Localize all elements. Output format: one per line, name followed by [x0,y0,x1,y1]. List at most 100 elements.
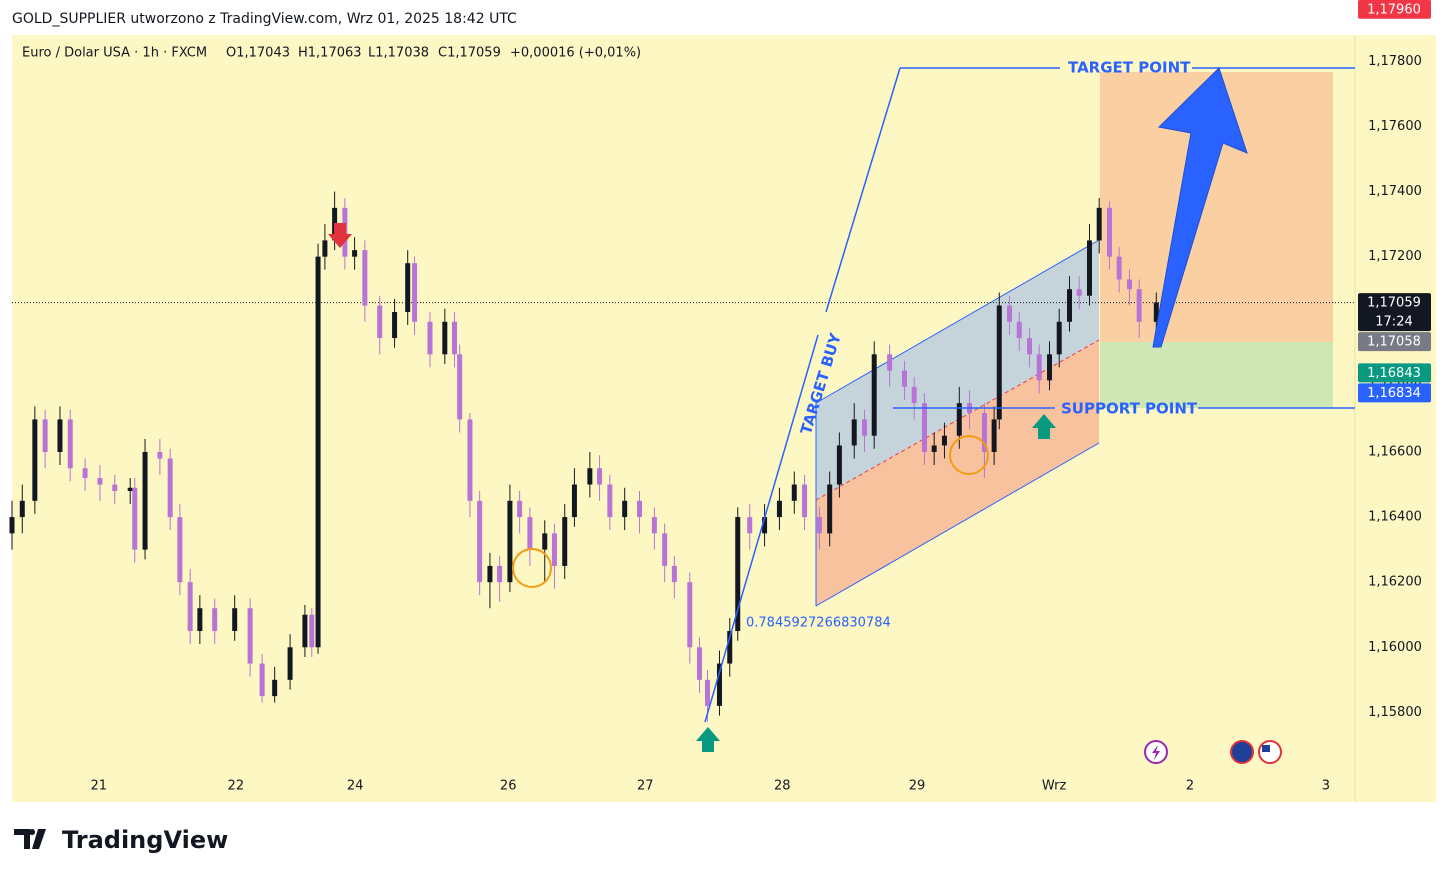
candle-body [167,458,173,518]
candle-body [851,419,857,446]
candle-body [981,412,987,452]
channel-bottom [815,442,1100,607]
symbol-legend: Euro / Dolar USA · 1h · FXCM O1,17043 H1,… [22,46,641,61]
target-buy-line [825,67,901,313]
price-label: 1,17960 [1367,2,1421,17]
channel-upper [816,240,1099,500]
candle-body [377,305,383,339]
candle-body [97,478,103,485]
candle-body [232,608,238,632]
candle-body [776,500,782,518]
price-label: 1,16843 [1367,366,1421,381]
candle-body [996,305,1002,420]
candle-body [362,250,368,306]
candle-body [187,582,193,632]
candle-body [9,517,15,534]
candle-body [1036,354,1042,381]
candle-body [467,419,473,501]
candle-body [82,468,88,479]
ohlc-value: L1,17038 [368,46,429,61]
candle-body [901,370,907,387]
candle-body [19,500,25,518]
y-tick-label: 1,16400 [1368,510,1422,525]
target-arrow [1152,67,1248,348]
candle-body [212,608,218,632]
candle-body [716,663,722,706]
candle-body [551,533,557,566]
price-label-box [1358,0,1431,19]
stop-zone [1100,342,1333,408]
candle-body [1056,321,1062,355]
x-tick-label: 21 [91,779,108,794]
event-icon-bolt [1152,745,1160,760]
x-tick-label: 2 [1186,779,1194,794]
candle-body [1126,279,1132,290]
candle-body [142,451,148,550]
candle-body [1096,207,1102,241]
candle-body [727,631,733,664]
x-tick-label: Wrz [1042,779,1067,794]
candle-body [67,419,73,469]
candle-body [542,533,548,550]
price-label-box [1358,383,1431,403]
candle-body [352,250,358,257]
candle-body [562,517,568,566]
candle-body [405,263,411,313]
price-label-box [1358,293,1431,332]
candle-body [871,354,877,436]
candle-body [315,256,321,648]
eu-flag-icon[interactable] [1230,740,1254,764]
candle-body [735,517,741,632]
candle-body [816,517,822,534]
candle-body [127,487,133,492]
candle-body [1106,207,1112,257]
candle-body [302,614,308,648]
candle-body [477,500,483,583]
axes: 1,15800 1,16000 1,16200 1,16400 1,16600 1,168… [91,0,1431,794]
y-tick-label: 1,17200 [1368,249,1422,264]
candle-body [309,614,315,648]
buy-arrow [1032,414,1056,439]
y-tick-label: 1,16000 [1368,640,1422,655]
candle-body [887,354,893,371]
candle-body [597,468,603,485]
ratio-label: 0.7845927266830784 [746,616,891,631]
sell-arrow [328,223,352,248]
candle-body [412,263,418,322]
candle-body [1086,240,1092,296]
candle-body [671,565,677,583]
candle-body [487,565,493,583]
x-tick-label: 24 [347,779,364,794]
channel-top [815,239,1100,404]
candle-body [197,608,203,632]
candle-body [1016,321,1022,339]
candle-body [862,419,868,436]
candle-body [991,419,997,452]
candle-body [517,500,523,518]
candle-body [322,240,328,257]
candle-body [1116,256,1122,280]
candle-body [287,647,293,680]
target-point-label: TARGET POINT [1068,59,1191,77]
change-value: +0,00016 (+0,01%) [510,46,641,61]
x-tick-label: 22 [228,779,245,794]
candle-body [132,487,138,550]
ohlc-value: O1,17043 [226,46,290,61]
y-tick-label: 1,16600 [1368,444,1422,459]
candle-body [247,608,253,664]
candle-body [651,517,657,534]
ohlc-value: H1,17063 [298,46,362,61]
candle-body [662,533,668,566]
candle-body [1047,354,1053,381]
y-tick-label: 1,15800 [1368,705,1422,720]
x-tick-label: 26 [500,779,517,794]
price-label-box [1358,363,1431,383]
candle-body [836,445,842,485]
price-label: 1,17058 [1367,335,1421,350]
candle-body [607,484,613,518]
candle-body [802,484,808,518]
x-tick-label: 27 [637,779,654,794]
candle-body [452,321,458,355]
candle-body [911,386,917,404]
